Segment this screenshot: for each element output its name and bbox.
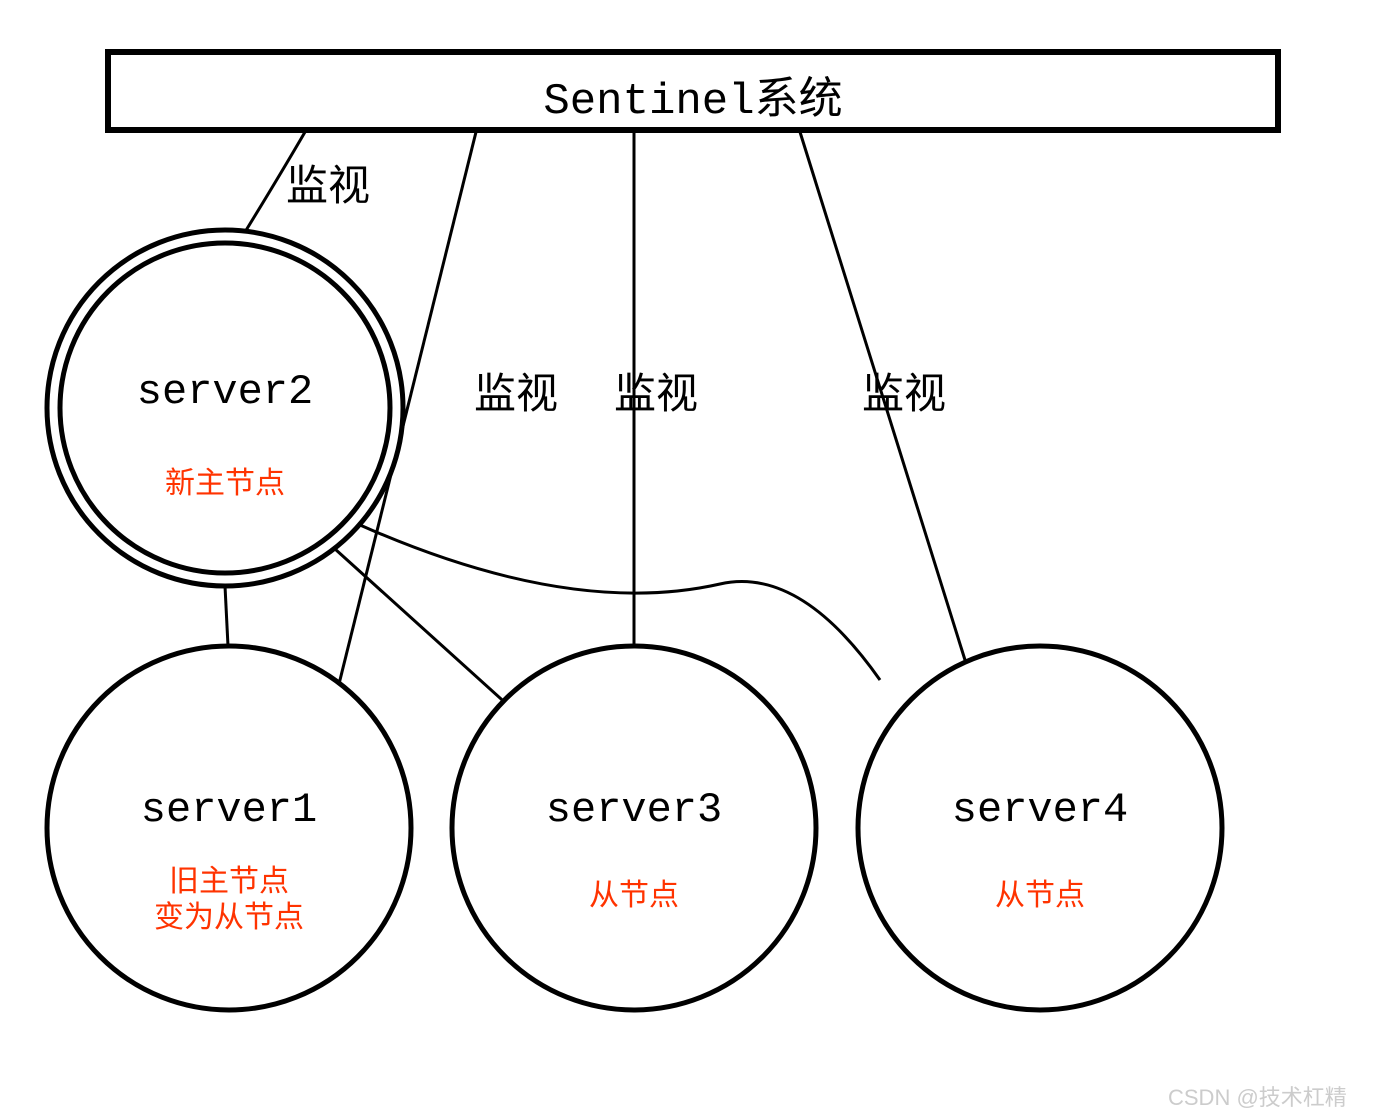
edge-label-4: 监视 <box>862 360 946 421</box>
watermark: CSDN @技术杠精 <box>1168 1080 1347 1112</box>
sentinel-label: Sentinel系统 <box>108 62 1278 127</box>
server1-label: server1 <box>104 786 354 834</box>
edge-server2-server3 <box>335 549 510 707</box>
server3-label: server3 <box>509 786 759 834</box>
server4-sublabel: 从节点 <box>915 870 1165 914</box>
edge-label-3: 监视 <box>614 360 698 421</box>
server3-sublabel: 从节点 <box>509 870 759 914</box>
sentinel-diagram: Sentinel系统 监视 监视 监视 监视 server2 新主节点 serv… <box>0 0 1392 1120</box>
edge-label-2: 监视 <box>474 360 558 421</box>
server1-sublabel: 旧主节点 变为从节点 <box>104 864 354 936</box>
server4-label: server4 <box>915 786 1165 834</box>
edge-label-1: 监视 <box>286 152 370 213</box>
server2-sublabel: 新主节点 <box>100 458 350 502</box>
diagram-svg <box>0 0 1392 1120</box>
server2-label: server2 <box>100 368 350 416</box>
edge-server2-server1 <box>225 586 228 646</box>
